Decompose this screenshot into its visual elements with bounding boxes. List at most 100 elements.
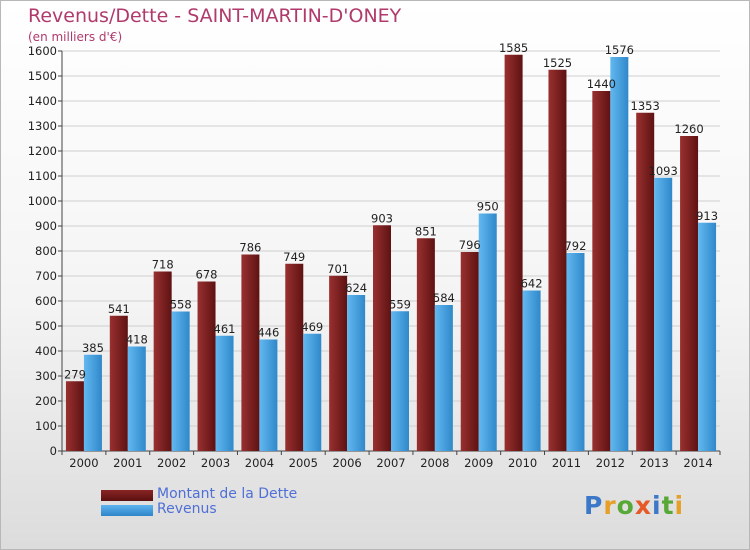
data-label-revenue: 461 bbox=[214, 322, 236, 336]
legend-swatch-debt bbox=[101, 490, 153, 501]
bar-debt bbox=[680, 136, 699, 451]
data-label-debt: 1260 bbox=[674, 122, 703, 136]
data-label-revenue: 559 bbox=[389, 297, 411, 311]
data-label-debt: 786 bbox=[239, 241, 261, 255]
x-tick-label: 2009 bbox=[464, 456, 493, 470]
bar-revenue bbox=[215, 335, 234, 451]
x-tick-label: 2005 bbox=[289, 456, 318, 470]
x-tick-label: 2013 bbox=[640, 456, 669, 470]
y-tick-label: 100 bbox=[35, 419, 57, 433]
data-label-debt: 678 bbox=[196, 268, 218, 282]
data-label-revenue: 584 bbox=[433, 291, 455, 305]
x-tick-label: 2006 bbox=[332, 456, 361, 470]
data-label-debt: 279 bbox=[64, 367, 86, 381]
bar-revenue bbox=[478, 213, 497, 451]
logo-letter: x bbox=[634, 491, 652, 520]
y-tick-label: 1400 bbox=[28, 94, 57, 108]
y-tick-label: 1600 bbox=[28, 44, 57, 58]
y-tick-label: 200 bbox=[35, 394, 57, 408]
data-labels: 279 385 541 418 718 558 678 461 786 446 749 469 701 6… bbox=[64, 41, 718, 382]
x-tick-label: 2001 bbox=[113, 456, 142, 470]
logo-letter: r bbox=[603, 491, 617, 520]
logo-letter: P bbox=[584, 491, 604, 520]
data-label-revenue: 558 bbox=[170, 298, 192, 312]
y-tick-label: 600 bbox=[35, 294, 57, 308]
y-tick-label: 500 bbox=[35, 319, 57, 333]
y-tick-label: 1100 bbox=[28, 169, 57, 183]
axes: 0 100 200 300 400 500 600 700 800 900 1000 1100 1200… bbox=[28, 44, 721, 470]
x-tick-label: 2007 bbox=[376, 456, 405, 470]
y-tick-label: 1300 bbox=[28, 119, 57, 133]
data-label-revenue: 446 bbox=[257, 326, 279, 340]
legend-swatch-revenue bbox=[101, 505, 153, 516]
bar-revenue bbox=[347, 295, 366, 451]
logo-letter: i bbox=[674, 491, 685, 520]
bar-debt bbox=[636, 112, 655, 451]
data-label-revenue: 418 bbox=[126, 333, 148, 347]
chart-subtitle: (en milliers d'€) bbox=[28, 30, 123, 44]
data-label-revenue: 950 bbox=[477, 200, 499, 214]
bar-debt bbox=[460, 252, 479, 451]
x-tick-label: 2012 bbox=[596, 456, 625, 470]
data-label-debt: 701 bbox=[327, 262, 349, 276]
y-tick-label: 1500 bbox=[28, 69, 57, 83]
bar-revenue bbox=[391, 311, 409, 451]
data-label-debt: 903 bbox=[371, 211, 393, 225]
legend-label-revenue: Revenus bbox=[157, 501, 217, 517]
data-label-revenue: 385 bbox=[82, 341, 104, 355]
data-label-revenue: 624 bbox=[345, 281, 367, 295]
bar-debt bbox=[285, 263, 304, 451]
logo-letter: i bbox=[652, 491, 662, 520]
data-label-debt: 1353 bbox=[631, 99, 660, 113]
bar-debt bbox=[548, 69, 567, 451]
data-label-revenue: 1576 bbox=[605, 43, 634, 57]
data-label-debt: 749 bbox=[283, 250, 305, 264]
bar-debt bbox=[592, 91, 611, 451]
bar-revenue bbox=[303, 333, 322, 451]
bar-revenue bbox=[610, 57, 629, 451]
bar-revenue bbox=[83, 354, 102, 451]
x-tick-label: 2002 bbox=[157, 456, 186, 470]
y-tick-label: 900 bbox=[35, 219, 57, 233]
data-label-revenue: 1093 bbox=[649, 164, 678, 178]
y-tick-label: 800 bbox=[35, 244, 57, 258]
chart-title: Revenus/Dette - SAINT-MARTIN-D'ONEY bbox=[28, 5, 402, 27]
y-tick-label: 300 bbox=[35, 369, 57, 383]
x-tick-label: 2004 bbox=[245, 456, 274, 470]
bar-debt bbox=[153, 271, 172, 451]
bar-revenue bbox=[566, 253, 585, 451]
data-label-debt: 851 bbox=[415, 224, 437, 238]
bar-revenue bbox=[434, 305, 453, 451]
legend-label-debt: Montant de la Dette bbox=[157, 486, 298, 502]
bar-debt bbox=[504, 54, 523, 451]
y-tick-label: 700 bbox=[35, 269, 57, 283]
data-label-debt: 541 bbox=[108, 302, 130, 316]
data-label-revenue: 792 bbox=[564, 239, 586, 253]
x-tick-label: 2008 bbox=[420, 456, 449, 470]
bar-debt bbox=[65, 381, 84, 451]
bar-revenue bbox=[522, 290, 541, 451]
data-label-debt: 1440 bbox=[587, 77, 616, 91]
data-label-debt: 718 bbox=[152, 258, 174, 272]
x-tick-label: 2003 bbox=[201, 456, 230, 470]
data-label-revenue: 469 bbox=[301, 320, 323, 334]
x-tick-label: 2000 bbox=[69, 456, 98, 470]
proxiti-logo: Proxiti bbox=[584, 491, 684, 520]
data-label-debt: 1585 bbox=[499, 41, 528, 55]
x-tick-label: 2010 bbox=[508, 456, 537, 470]
bar-debt bbox=[109, 315, 128, 451]
x-tick-label: 2014 bbox=[683, 456, 712, 470]
data-label-debt: 1525 bbox=[543, 56, 572, 70]
bar-revenue bbox=[698, 222, 717, 451]
data-label-revenue: 913 bbox=[696, 209, 718, 223]
y-tick-label: 0 bbox=[50, 444, 57, 458]
bar-debt bbox=[373, 225, 391, 451]
x-tick-label: 2011 bbox=[552, 456, 581, 470]
bar-revenue bbox=[259, 339, 278, 451]
bar-revenue bbox=[127, 346, 146, 451]
bar-debt bbox=[241, 254, 260, 451]
data-label-revenue: 642 bbox=[521, 277, 543, 291]
y-tick-label: 1200 bbox=[28, 144, 57, 158]
